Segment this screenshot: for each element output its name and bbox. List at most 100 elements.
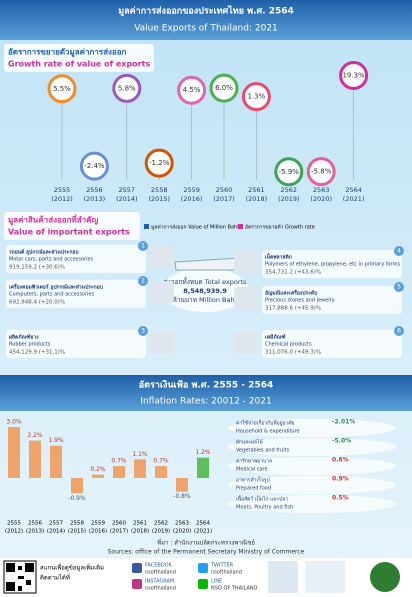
bar	[50, 445, 62, 478]
x-tick-label: 2561	[133, 521, 147, 527]
data-label: 1.1%	[132, 451, 148, 458]
total-value: 8,548,939.9	[183, 287, 227, 295]
inflation-name-th: เนื้อสัตว์ เป็ดไก่ และปลา	[236, 494, 288, 503]
bar	[29, 440, 41, 478]
data-label: 1.3%	[248, 93, 266, 101]
bar	[71, 478, 83, 494]
inflation-name-th: ค่าใช้จ่ายเกี่ยวกับที่อยู่อาศัย	[236, 420, 295, 427]
cloud	[228, 457, 396, 475]
title-th: มูลค่าการส่งออกของประเทศไทย พ.ศ. 2564	[118, 5, 294, 17]
item-value: 317,888.6 (+45.9)%	[265, 306, 321, 312]
x-tick-label: 2560	[112, 521, 126, 527]
x-tick-label: (2016)	[89, 529, 107, 535]
follow-text: ติดตามได้ที่	[40, 574, 70, 582]
bar	[113, 466, 125, 478]
item-name-en: Rubber products	[9, 342, 51, 348]
x-tick-label: (2018)	[131, 529, 149, 535]
x-tick-label: (2017)	[213, 195, 235, 203]
inflation-value: 0.5%	[332, 495, 349, 502]
x-tick-label: 2560	[216, 186, 233, 194]
data-label: 6.0%	[215, 84, 233, 92]
item-name-en: Chemical products	[265, 342, 312, 348]
section-title: Growth rate of value of exports	[8, 60, 150, 69]
bar	[176, 478, 188, 492]
data-label: 1.9%	[48, 437, 64, 444]
data-label: -1.2%	[149, 159, 170, 167]
data-label: 0.2%	[90, 466, 106, 473]
x-tick-label: (2015)	[68, 529, 86, 535]
inflation-name-th: ผักและผลไม้	[236, 439, 263, 446]
social-icon	[132, 579, 142, 589]
balloon	[177, 75, 207, 105]
x-tick-label: (2019)	[152, 529, 170, 535]
section-box	[4, 212, 140, 240]
balloon	[306, 157, 336, 187]
balloon	[339, 60, 369, 90]
x-tick-label: (2014)	[47, 529, 65, 535]
bar	[92, 474, 104, 478]
inflation-value: 0.6%	[332, 457, 349, 464]
item-no: 1	[141, 243, 145, 250]
item-icon	[234, 287, 258, 309]
legend-label: อัตราการขยายตัว Growth rate	[245, 225, 315, 231]
data-label: 3.0%	[6, 419, 22, 426]
x-tick-label: 2557	[119, 186, 136, 194]
item-name-th: ผลิตภัณฑ์ยาง	[9, 334, 39, 341]
data-label: 19.3%	[342, 71, 365, 79]
data-label: 0.7%	[153, 458, 169, 465]
item-badge	[138, 241, 148, 251]
data-label: -2.4%	[84, 162, 105, 170]
source-th: ที่มา : สำนักงานปลัดกระทรวงพาณิชย์	[157, 539, 255, 547]
item-name-th: อัญมณีและเครื่องประดับ	[265, 289, 317, 297]
item-icon	[234, 331, 258, 353]
item-name-en: Motor cars, parts and accessories	[9, 257, 94, 263]
cloud	[228, 438, 396, 456]
x-tick-label: 2559	[91, 521, 105, 527]
item-name-th: เคมีภัณฑ์	[265, 334, 285, 341]
x-tick-label: (2020)	[173, 529, 191, 535]
item-card	[6, 330, 146, 358]
inflation-name-th: อาหารสำเร็จรูป	[236, 476, 270, 484]
total-label: ส่งออกทั้งหมด Total exports	[164, 277, 248, 286]
x-tick-label: (2018)	[246, 195, 268, 203]
bar	[134, 459, 146, 478]
x-tick-label: (2014)	[116, 195, 138, 203]
item-no: 4	[397, 248, 401, 255]
x-tick-label: 2564	[345, 186, 362, 194]
title-en: Value Exports of Thailand: 2021	[134, 24, 278, 34]
logo	[305, 561, 345, 593]
item-value: 692,948.4 (+20.0)%	[9, 300, 65, 306]
balloon	[79, 151, 109, 181]
data-label: -0.8%	[173, 493, 191, 500]
social-handle: nsofthailand	[145, 570, 176, 576]
data-label: 5.5%	[53, 85, 71, 93]
item-value: 919,159.2 (+30.6)%	[9, 265, 65, 271]
inflation-title-th: อัตราเงินเฟ้อ พ.ศ. 2555 - 2564	[139, 380, 273, 391]
x-tick-label: (2012)	[5, 529, 23, 535]
x-tick-label: 2555	[7, 521, 21, 527]
data-label: 0.7%	[111, 458, 127, 465]
inflation-value: -5.0%	[332, 438, 351, 445]
item-no: 5	[397, 284, 401, 291]
bar	[155, 466, 167, 478]
item-name-en: Precious stones and jewelry	[265, 298, 335, 304]
x-tick-label: 2559	[183, 186, 200, 194]
x-tick-label: (2013)	[26, 529, 44, 535]
x-tick-label: (2017)	[110, 529, 128, 535]
social-name: INSTAGRAM	[145, 579, 174, 585]
x-tick-label: (2012)	[51, 195, 73, 203]
section-title-th: มูลค่าสินค้าส่งออกที่สำคัญ	[8, 214, 98, 226]
inflation-name-en: Vegetables and fruits	[236, 448, 290, 454]
balloon	[47, 74, 77, 104]
data-label: -0.9%	[68, 495, 86, 502]
inflation-band	[0, 375, 412, 411]
x-tick-label: 2557	[49, 521, 63, 527]
qr-pattern	[6, 563, 34, 591]
cloud	[228, 476, 396, 494]
data-label: 5.8%	[118, 84, 136, 92]
item-card	[262, 250, 402, 278]
item-name-en: Computers, parts and accessories	[9, 292, 95, 298]
x-tick-label: 2558	[70, 521, 84, 527]
logo	[370, 562, 400, 592]
